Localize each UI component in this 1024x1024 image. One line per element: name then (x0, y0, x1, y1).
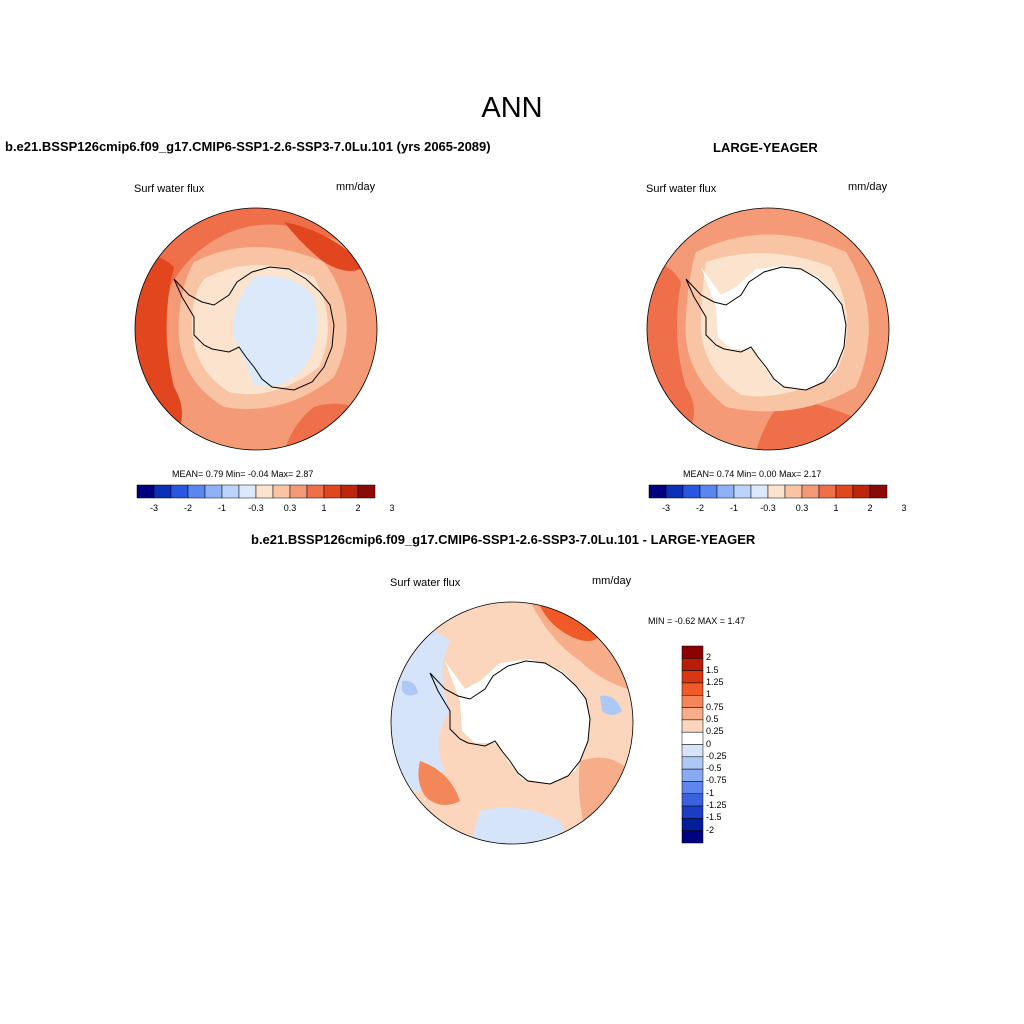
colorbar-tick-label: 0.25 (706, 726, 724, 737)
colorbar-test (136, 484, 376, 499)
colorbar-tick-label: 1.5 (706, 664, 719, 675)
colorbar-reference (648, 484, 888, 499)
colorbar-tick-label: -1 (706, 787, 715, 798)
colorbar-box (835, 484, 854, 499)
colorbar-box (716, 484, 735, 499)
colorbar-box (681, 670, 704, 684)
colorbar-box (136, 484, 155, 499)
colorbar-tick-label: 0 (706, 738, 712, 749)
units-label-difference: mm/day (592, 575, 632, 587)
panel-header-test: b.e21.BSSP126cmip6.f09_g17.CMIP6-SSP1-2.… (5, 139, 491, 154)
colorbar-box (255, 484, 274, 499)
polar-map-reference (646, 207, 890, 451)
colorbar-box (187, 484, 206, 499)
colorbar-tick-label: 0.3 (795, 503, 809, 513)
colorbar-box (681, 756, 704, 770)
colorbar-box (272, 484, 291, 499)
stats-reference: MEAN= 0.74 Min= 0.00 Max= 2.17 (683, 469, 822, 479)
colorbar-box (238, 484, 257, 499)
colorbar-tick-label: 3 (901, 503, 907, 513)
colorbar-box (681, 645, 704, 659)
colorbar-box (289, 484, 308, 499)
colorbar-box (801, 484, 820, 499)
panel-header-difference: b.e21.BSSP126cmip6.f09_g17.CMIP6-SSP1-2.… (251, 532, 756, 547)
colorbar-box (306, 484, 325, 499)
colorbar-box (681, 695, 704, 708)
colorbar-tick-label: -2 (695, 503, 704, 513)
colorbar-tick-label: 2 (355, 503, 361, 513)
colorbar-box (784, 484, 803, 499)
colorbar-tick-label: 0.3 (283, 503, 297, 513)
polar-map-difference (390, 601, 634, 845)
colorbar-box (681, 805, 704, 819)
colorbar-box (153, 484, 172, 499)
colorbar-box (204, 484, 223, 499)
colorbar-tick-label: -2 (706, 824, 715, 835)
colorbar-box (767, 484, 786, 499)
colorbar-box (681, 744, 704, 758)
colorbar-box (221, 484, 240, 499)
polar-map-test (134, 207, 378, 451)
colorbar-tick-label: 2 (706, 652, 712, 663)
colorbar-box (170, 484, 189, 499)
colorbar-box (665, 484, 684, 499)
colorbar-tick-label: 1 (833, 503, 839, 513)
colorbar-box (750, 484, 769, 499)
variable-label-test: Surf water flux (134, 183, 205, 195)
colorbar-box (818, 484, 837, 499)
colorbar-box (681, 768, 704, 782)
colorbar-box (852, 484, 871, 499)
stats-test: MEAN= 0.79 Min= -0.04 Max= 2.87 (172, 469, 314, 479)
colorbar-box (681, 781, 704, 794)
colorbar-box (869, 484, 888, 499)
colorbar-tick-label: -0.3 (760, 503, 776, 513)
colorbar-tick-label: 1 (706, 689, 712, 700)
colorbar-tick-label: -3 (661, 503, 670, 513)
colorbar-tick-label: -2 (183, 503, 192, 513)
units-label-test: mm/day (336, 181, 376, 193)
panel-header-reference: LARGE-YEAGER (713, 140, 818, 155)
colorbar-box (681, 682, 704, 696)
colorbar-tick-label: -1 (217, 503, 226, 513)
variable-label-difference: Surf water flux (390, 577, 461, 589)
units-label-reference: mm/day (848, 181, 888, 193)
colorbar-tick-label: 2 (867, 503, 873, 513)
figure-title: ANN (481, 92, 543, 124)
colorbar-tick-label: 0.75 (706, 701, 724, 712)
colorbar-box (648, 484, 667, 499)
colorbar-tick-label: -3 (149, 503, 158, 513)
colorbar-tick-label: -1 (729, 503, 738, 513)
colorbar-tick-label: 0.5 (706, 713, 719, 724)
colorbar-box (340, 484, 359, 499)
colorbar-tick-label: -1.25 (706, 800, 727, 811)
colorbar-box (681, 830, 704, 844)
colorbar-box (681, 731, 704, 745)
colorbar-box (682, 484, 701, 499)
colorbar-box (681, 658, 704, 671)
colorbar-box (357, 484, 376, 499)
stats-difference: MIN = -0.62 MAX = 1.47 (648, 616, 746, 626)
colorbar-tick-label: -0.5 (706, 763, 722, 774)
colorbar-tick-label: 3 (389, 503, 395, 513)
variable-label-reference: Surf water flux (646, 183, 717, 195)
colorbar-difference (681, 645, 704, 844)
colorbar-tick-label: 1.25 (706, 676, 724, 687)
colorbar-box (733, 484, 752, 499)
colorbar-box (681, 707, 704, 721)
colorbar-box (699, 484, 718, 499)
colorbar-tick-label: -0.75 (706, 775, 727, 786)
colorbar-box (681, 719, 704, 733)
colorbar-tick-label: 1 (321, 503, 327, 513)
colorbar-box (681, 793, 704, 807)
colorbar-tick-label: -1.5 (706, 812, 722, 823)
colorbar-tick-label: -0.3 (248, 503, 264, 513)
colorbar-box (681, 818, 704, 831)
colorbar-tick-label: -0.25 (706, 750, 727, 761)
colorbar-box (323, 484, 342, 499)
